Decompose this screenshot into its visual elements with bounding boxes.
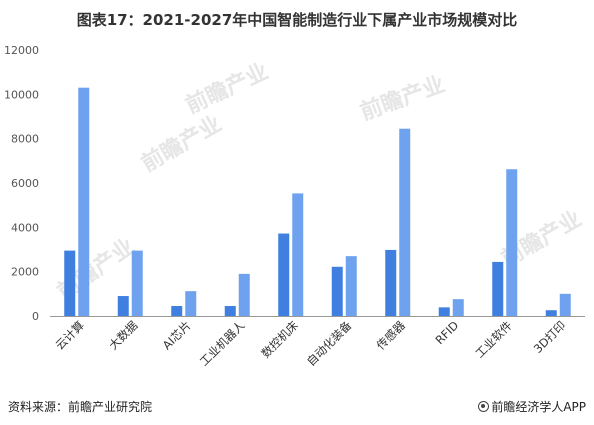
y-tick-label: 10000 (4, 88, 39, 101)
y-tick-label: 0 (32, 310, 39, 323)
x-category-label: RFID (432, 318, 461, 347)
bar-series1 (545, 310, 557, 316)
bar-series1 (171, 306, 183, 316)
x-category-label: 3D打印 (531, 318, 569, 356)
x-category-label: 自动化装备 (304, 318, 355, 369)
bar-series2 (559, 293, 571, 316)
bar-series1 (438, 307, 450, 316)
bar-series2 (185, 291, 197, 316)
brand-label: 前瞻经济学人APP (478, 398, 586, 415)
bar-series1 (492, 261, 504, 316)
bar-series1 (64, 250, 76, 316)
bar-series2 (78, 87, 90, 316)
chart-title: 图表17：2021-2027年中国智能制造行业下属产业市场规模对比 (76, 11, 518, 29)
bar-series1 (278, 233, 290, 316)
bar-series2 (238, 273, 250, 316)
bar-series2 (292, 193, 304, 316)
watermark-text: 前瞻产业 (182, 58, 273, 119)
y-tick-label: 6000 (11, 177, 39, 190)
x-category-label: 数控机床 (258, 318, 301, 361)
bar-series1 (331, 266, 343, 316)
x-category-label: 工业机器人 (197, 318, 248, 369)
bar-series1 (385, 249, 397, 316)
source-note: 资料来源：前瞻产业研究院 (8, 400, 153, 414)
bar-series1 (224, 306, 236, 316)
y-tick-label: 4000 (11, 221, 39, 234)
bar-series2 (131, 250, 143, 316)
watermark-text: 前瞻产业 (137, 111, 226, 178)
brand-text: 前瞻经济学人APP (491, 400, 586, 414)
x-category-label: 工业软件 (472, 318, 514, 360)
bar-series2 (506, 169, 518, 316)
x-category-label: 大数据 (106, 318, 141, 353)
y-tick-label: 2000 (11, 266, 39, 279)
bar-series1 (117, 296, 129, 316)
y-tick-label: 12000 (4, 44, 39, 57)
x-category-label: AI芯片 (160, 318, 194, 352)
brand-logo-icon (478, 401, 490, 412)
x-category-label: 传感器 (374, 318, 409, 353)
bar-series2 (452, 299, 464, 316)
bar-series2 (399, 128, 411, 316)
x-category-label: 云计算 (53, 318, 87, 352)
watermark-text: 前瞻产业 (357, 71, 449, 126)
y-tick-label: 8000 (11, 133, 39, 146)
bar-series2 (345, 256, 357, 316)
